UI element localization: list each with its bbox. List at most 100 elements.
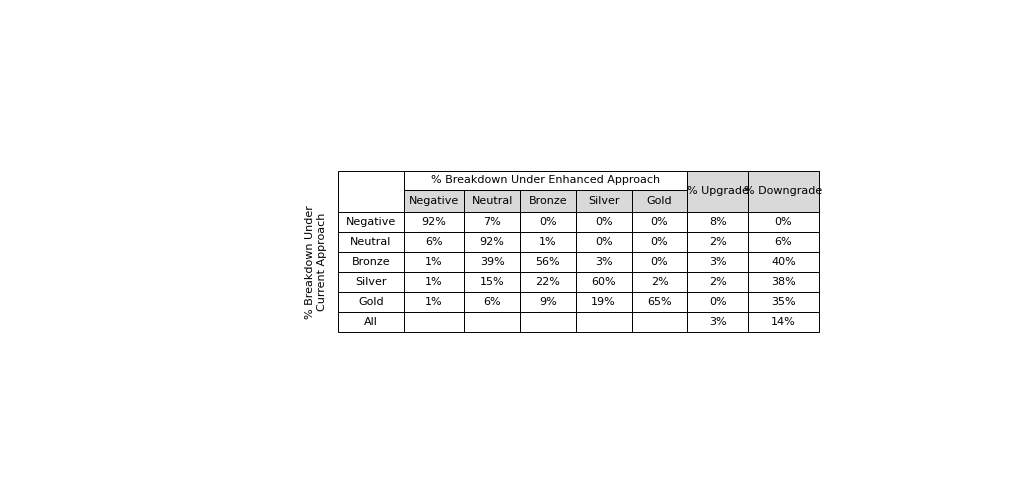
Text: 0%: 0% [595,216,612,227]
Bar [403,171,687,190]
Bar [632,272,687,292]
Bar [520,211,576,232]
Bar [632,190,687,211]
Text: 22%: 22% [535,277,561,287]
Text: 1%: 1% [539,237,557,246]
Bar [520,232,576,251]
Bar [576,251,632,272]
Text: 1%: 1% [425,257,442,267]
Bar [632,232,687,251]
Bar [464,211,520,232]
Bar [576,312,632,332]
Bar [338,272,403,292]
Bar [576,211,632,232]
Bar [403,190,464,211]
Text: 1%: 1% [425,277,442,287]
Bar [520,312,576,332]
Text: 0%: 0% [775,216,792,227]
Text: Negative: Negative [409,196,459,206]
Text: 2%: 2% [709,237,726,246]
Text: 6%: 6% [775,237,792,246]
Text: 0%: 0% [650,257,668,267]
Text: 6%: 6% [484,297,501,307]
Text: 65%: 65% [647,297,672,307]
Text: Bronze: Bronze [352,257,390,267]
Text: Silver: Silver [588,196,619,206]
Bar [338,251,403,272]
Text: 6%: 6% [425,237,442,246]
Bar [632,211,687,232]
Text: 2%: 2% [650,277,669,287]
Text: 35%: 35% [771,297,795,307]
Text: 56%: 56% [535,257,560,267]
Text: 3%: 3% [709,257,726,267]
Bar [748,292,819,312]
Text: % Breakdown Under
Current Approach: % Breakdown Under Current Approach [306,205,327,318]
Text: Gold: Gold [646,196,672,206]
Text: 3%: 3% [595,257,612,267]
Text: 15%: 15% [480,277,504,287]
Bar [687,312,748,332]
Text: 3%: 3% [709,317,726,327]
Text: 2%: 2% [709,277,726,287]
Text: 39%: 39% [480,257,504,267]
Text: 19%: 19% [592,297,616,307]
Text: 0%: 0% [650,216,668,227]
Bar [403,232,464,251]
Text: % Upgrade: % Upgrade [686,186,748,196]
Bar [403,251,464,272]
Text: 38%: 38% [771,277,795,287]
Text: Gold: Gold [358,297,384,307]
Bar [403,211,464,232]
Text: 0%: 0% [709,297,726,307]
Text: Negative: Negative [346,216,396,227]
Bar [748,171,819,211]
Bar [576,292,632,312]
Bar [520,251,576,272]
Bar [748,312,819,332]
Bar [338,171,403,211]
Text: Silver: Silver [355,277,387,287]
Bar [687,211,748,232]
Text: % Breakdown Under Enhanced Approach: % Breakdown Under Enhanced Approach [431,176,661,185]
Text: 0%: 0% [650,237,668,246]
Bar [464,272,520,292]
Bar [632,251,687,272]
Bar [520,272,576,292]
Bar [520,292,576,312]
Text: 40%: 40% [771,257,795,267]
Bar [464,312,520,332]
Bar [338,211,403,232]
Bar [748,272,819,292]
Text: 8%: 8% [709,216,726,227]
Bar [576,190,632,211]
Bar [338,292,403,312]
Bar [687,292,748,312]
Text: Neutral: Neutral [350,237,391,246]
Bar [748,232,819,251]
Bar [403,312,464,332]
Bar [403,292,464,312]
Text: 0%: 0% [539,216,557,227]
Text: 1%: 1% [425,297,442,307]
Text: 60%: 60% [592,277,616,287]
Bar [748,251,819,272]
Bar [464,251,520,272]
Bar [464,292,520,312]
Text: 92%: 92% [422,216,447,227]
Text: All: All [364,317,378,327]
Bar [632,312,687,332]
Text: Neutral: Neutral [471,196,512,206]
Bar [464,232,520,251]
Bar [632,292,687,312]
Text: 9%: 9% [539,297,557,307]
Bar [520,190,576,211]
Bar [748,211,819,232]
Bar [338,232,403,251]
Bar [403,272,464,292]
Bar [687,232,748,251]
Text: 14%: 14% [771,317,795,327]
Bar [338,312,403,332]
Bar [576,272,632,292]
Bar [687,251,748,272]
